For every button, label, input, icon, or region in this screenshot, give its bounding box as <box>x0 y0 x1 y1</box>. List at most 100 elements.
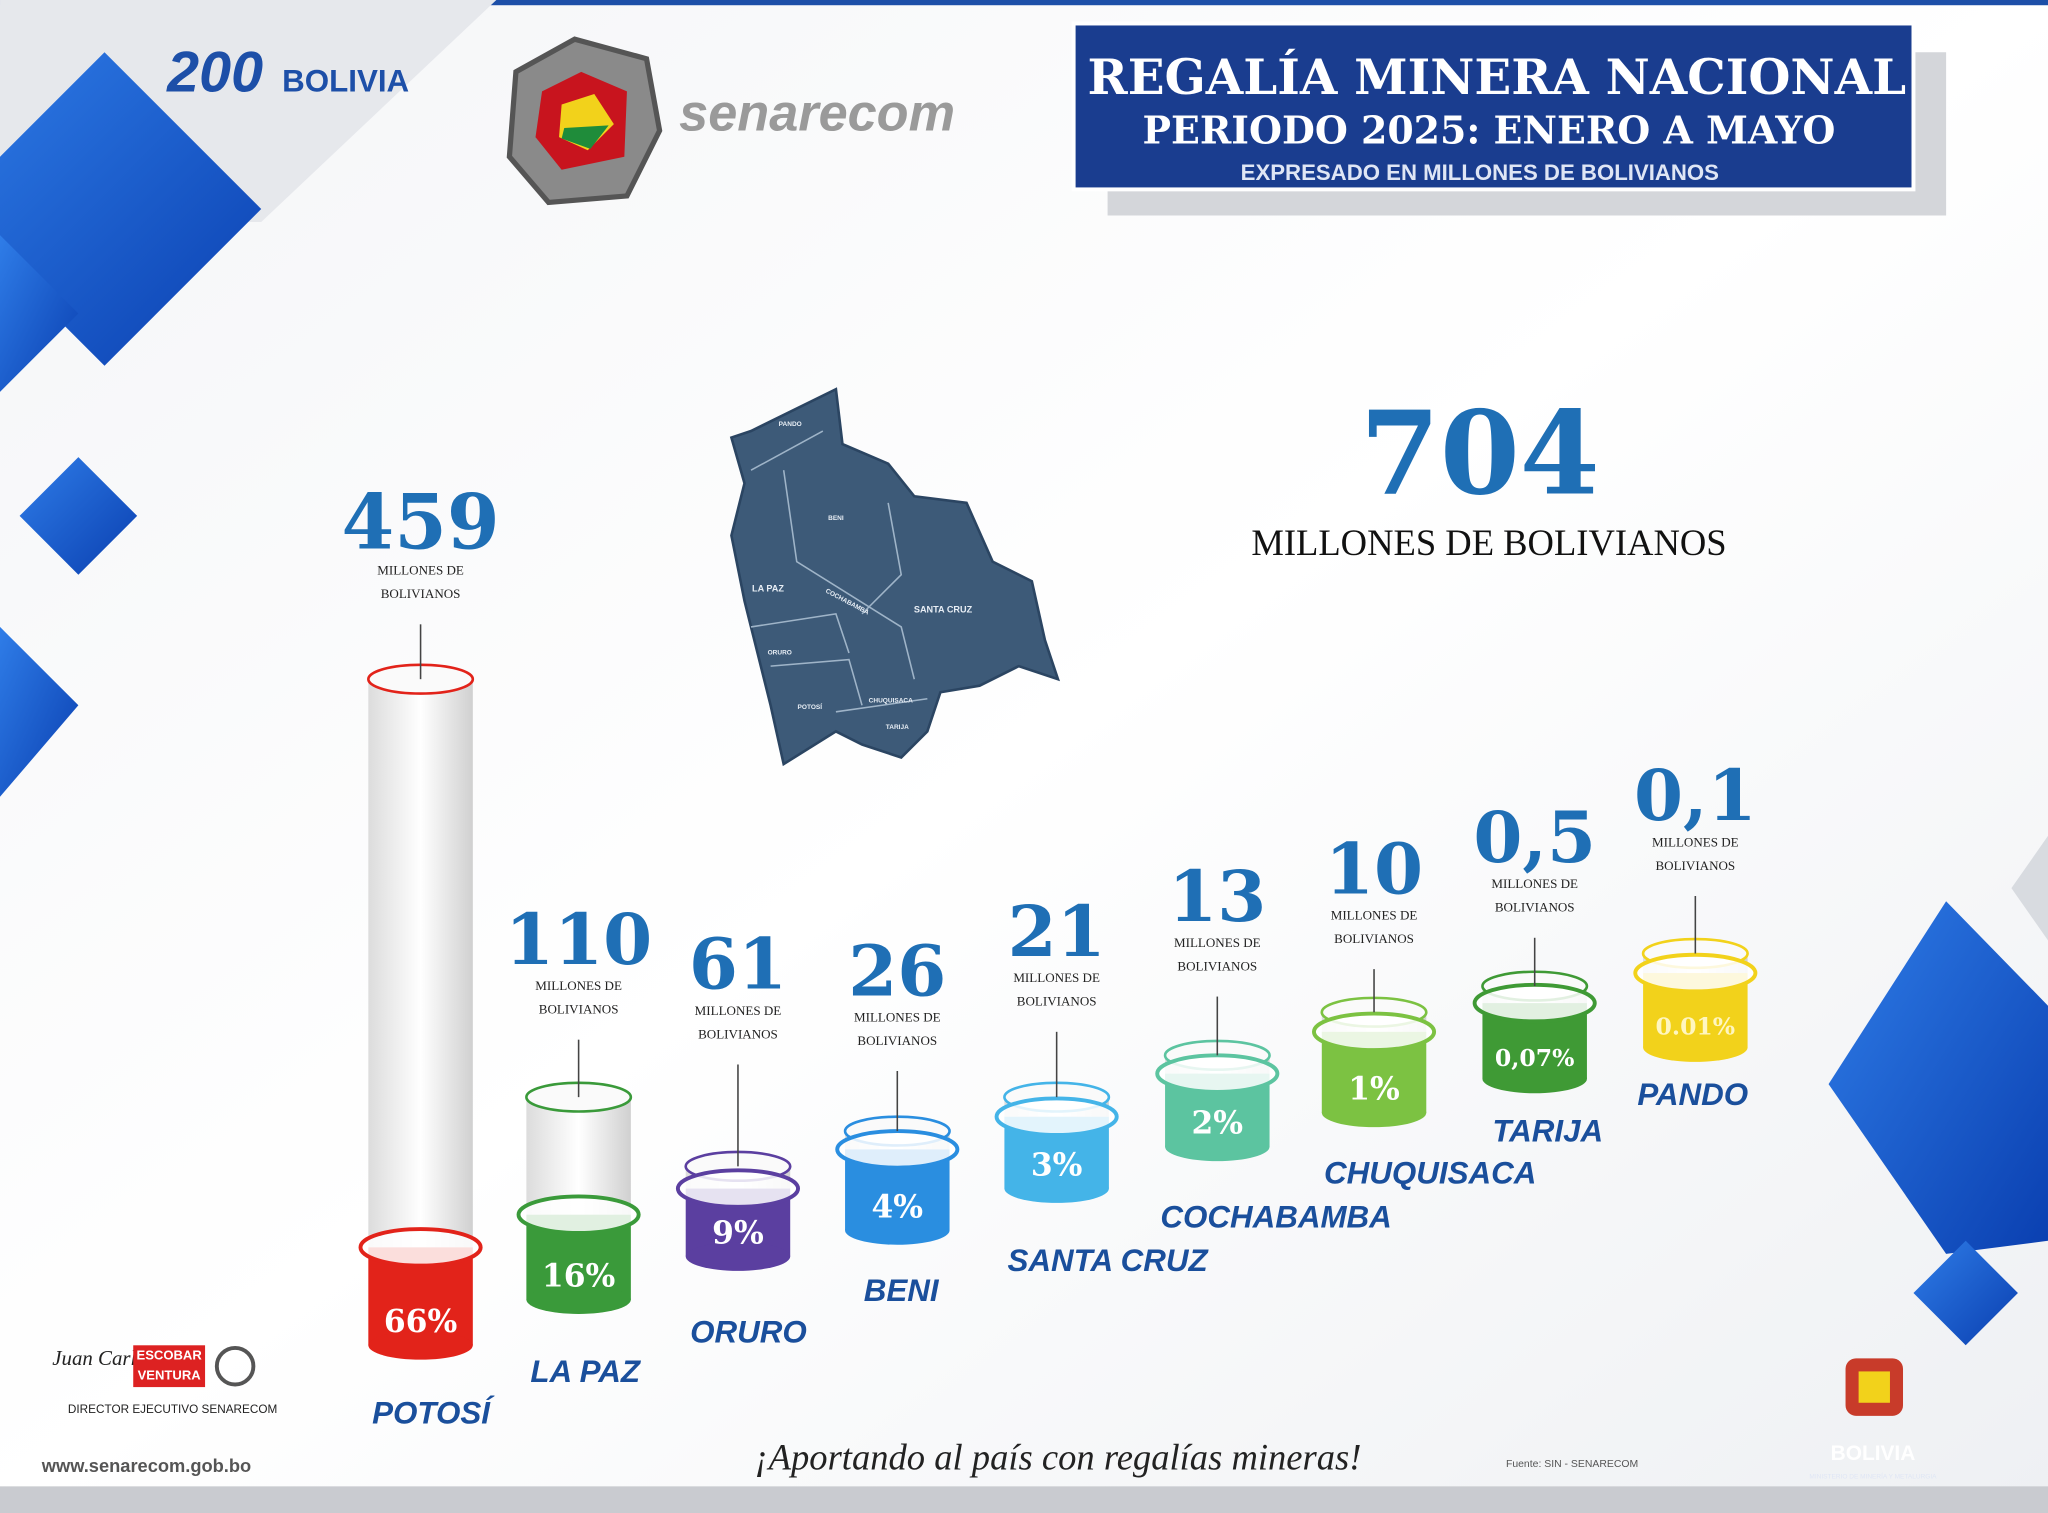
cylinder-bottom <box>526 1285 631 1314</box>
unit-label: BOLIVIANOS <box>1177 958 1257 973</box>
senarecom-logo: senarecom <box>506 36 955 206</box>
signature-box <box>133 1345 206 1388</box>
unit-label: MILLONES DE <box>695 1003 782 1018</box>
department-name: LA PAZ <box>530 1354 641 1389</box>
country: BOLIVIA <box>1831 1442 1916 1465</box>
signature-surname-box: ESCOBAR VENTURA <box>136 1349 202 1384</box>
signature: Juan Carlos ESCOBAR VENTURA DIRECTOR EJE… <box>52 1345 277 1416</box>
department-name: BENI <box>864 1273 940 1308</box>
value-label: 0,5 <box>1473 796 1596 879</box>
cylinder-bottom <box>1321 1098 1427 1128</box>
cylinder-ring <box>1155 1053 1280 1094</box>
cylinder-bottom <box>1004 1174 1109 1203</box>
unit-label: MILLONES DE <box>1652 834 1739 849</box>
unit-note: EXPRESADO EN MILLONES DE BOLIVIANOS <box>1241 160 1719 185</box>
cylinder-ring <box>835 1129 960 1170</box>
department-name: SANTA CRUZ <box>1008 1243 1210 1278</box>
value-label: 459 <box>342 478 500 567</box>
unit-label: BOLIVIANOS <box>539 1002 619 1017</box>
unit-label: BOLIVIANOS <box>1334 931 1414 946</box>
share-label: 2% <box>1192 1106 1244 1142</box>
unit-label: MILLONES DE <box>1491 876 1578 891</box>
unit-label: MILLONES DE <box>535 978 622 993</box>
share-label: 16% <box>542 1259 615 1295</box>
map-label: TARIJA <box>886 724 909 731</box>
value-label: 10 <box>1325 827 1423 910</box>
map-label: PANDO <box>779 421 802 428</box>
website: www.senarecom.gob.bo <box>41 1455 251 1476</box>
unit-label: BOLIVIANOS <box>1017 994 1097 1009</box>
cylinder-bottom <box>1643 1033 1748 1062</box>
map-label: SANTA CRUZ <box>914 605 973 615</box>
unit-label: BOLIVIANOS <box>381 586 461 601</box>
department-name: ORURO <box>690 1315 807 1350</box>
department-name: PANDO <box>1637 1077 1748 1112</box>
logo-text: BOLIVIA <box>282 63 409 98</box>
signature-surname: ESCOBAR VENTURA <box>136 1349 202 1384</box>
ministry: MINISTERIO DE MINERÍA Y METALURGIA <box>1809 1472 1937 1481</box>
unit-label: BOLIVIANOS <box>1495 900 1575 915</box>
cylinder-bottom <box>685 1242 791 1271</box>
value-label: 110 <box>505 898 652 981</box>
share-label: 0,07% <box>1495 1044 1575 1072</box>
map-label: LA PAZ <box>752 584 784 594</box>
map-label: BENI <box>828 515 844 522</box>
share-label: 1% <box>1348 1072 1400 1108</box>
map-shape <box>729 387 1061 767</box>
map-label: CHUQUISACA <box>869 698 913 705</box>
slogan: ¡Aportando al país con regalías mineras! <box>754 1436 1361 1477</box>
source: Fuente: SIN - SENARECOM <box>1506 1459 1638 1470</box>
cylinder-bottom <box>1165 1132 1270 1162</box>
share-label: 66% <box>384 1304 457 1340</box>
department-name: POTOSÍ <box>372 1396 495 1431</box>
logo-mark: 200 <box>166 40 263 104</box>
bicentenary-logo: 200 BOLIVIA <box>166 40 409 104</box>
cylinder-ring <box>675 1168 801 1209</box>
cylinder-bottom <box>1482 1064 1587 1094</box>
share-label: 4% <box>872 1189 924 1225</box>
cylinder-ring <box>516 1194 641 1235</box>
value-label: 26 <box>848 929 946 1012</box>
unit-label: BOLIVIANOS <box>857 1033 937 1048</box>
unit-label: BOLIVIANOS <box>1655 858 1735 873</box>
header: REGALÍA MINERA NACIONAL PERIODO 2025: EN… <box>1071 21 1947 216</box>
cylinder-bottom <box>368 1330 473 1360</box>
total-value: 704 <box>1360 387 1600 522</box>
subtitle: PERIODO 2025: ENERO A MAYO <box>1143 108 1836 153</box>
cylinder-ring <box>1472 982 1597 1024</box>
share-label: 0.01% <box>1656 1012 1736 1040</box>
map-borders <box>750 430 928 713</box>
signature-role: DIRECTOR EJECUTIVO SENARECOM <box>68 1403 277 1416</box>
value-label: 21 <box>1008 890 1106 973</box>
cylinder-body <box>368 679 473 1248</box>
value-label: 0,1 <box>1634 754 1757 837</box>
emblem-inner <box>1858 1371 1890 1403</box>
cylinder-ring <box>1633 952 1758 994</box>
signature-seal <box>214 1345 256 1387</box>
unit-label: MILLONES DE <box>1331 908 1418 923</box>
unit-label: MILLONES DE <box>377 563 464 578</box>
value-label: 13 <box>1168 855 1266 938</box>
cylinder-ring <box>358 1227 483 1268</box>
title: REGALÍA MINERA NACIONAL <box>1088 49 1907 106</box>
share-label: 3% <box>1031 1148 1083 1184</box>
map-label: ORURO <box>768 649 792 656</box>
department-name: COCHABAMBA <box>1160 1200 1391 1235</box>
country-emblem: BOLIVIA MINISTERIO DE MINERÍA Y METALURG… <box>1809 1358 1937 1481</box>
unit-label: MILLONES DE <box>1013 970 1100 985</box>
cylinder-bottom <box>845 1215 950 1245</box>
logo-text: senarecom <box>679 85 955 143</box>
